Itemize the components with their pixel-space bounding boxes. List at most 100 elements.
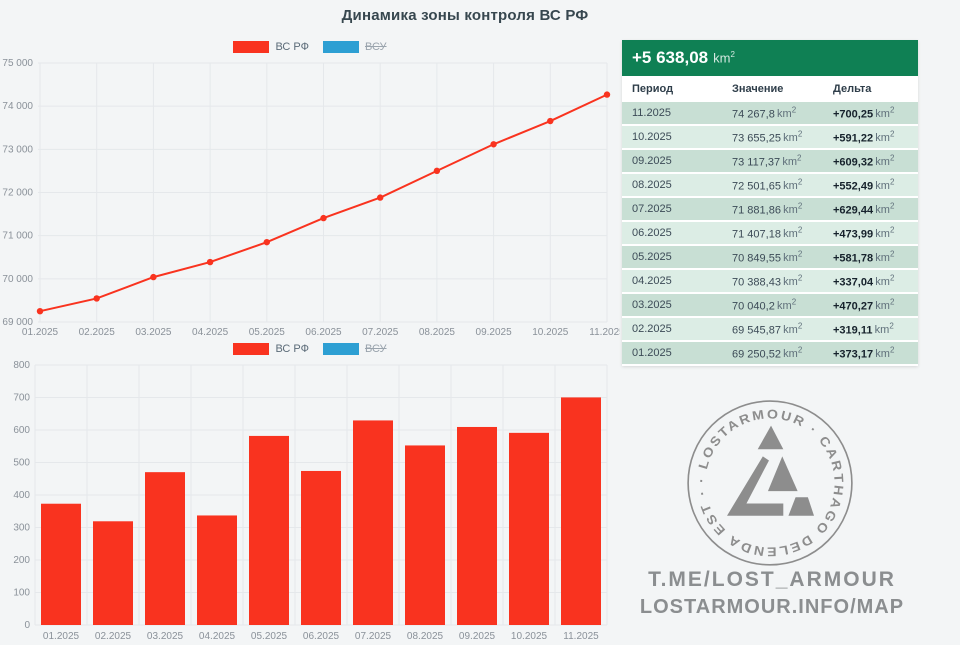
- svg-text:70 000: 70 000: [2, 274, 33, 285]
- svg-text:800: 800: [13, 360, 30, 371]
- svg-text:06.2025: 06.2025: [303, 631, 340, 642]
- value-cell: 70 849,55 km2: [732, 249, 803, 265]
- delta-cell: +470,27 km2: [833, 297, 895, 313]
- legend-label-vsu: ВСУ: [365, 343, 387, 355]
- svg-text:01.2025: 01.2025: [43, 631, 80, 642]
- svg-text:75 000: 75 000: [2, 58, 33, 69]
- table-row: 05.2025 70 849,55 km2 +581,78 km2: [622, 246, 918, 270]
- table-row: 10.2025 73 655,25 km2 +591,22 km2: [622, 126, 918, 150]
- lostarmour-logo-icon: · LOSTARMOUR · CARTHAGO DELENDA EST ·: [687, 400, 853, 566]
- legend-label-vs-rf: ВС РФ: [275, 343, 309, 355]
- table-row: 04.2025 70 388,43 km2 +337,04 km2: [622, 270, 918, 294]
- delta-cell: +552,49 km2: [833, 177, 895, 193]
- legend-item-vs-rf[interactable]: ВС РФ: [233, 343, 309, 355]
- table-row: 07.2025 71 881,86 km2 +629,44 km2: [622, 198, 918, 222]
- svg-text:600: 600: [13, 425, 30, 436]
- svg-text:11.2025: 11.2025: [563, 631, 599, 642]
- svg-text:02.2025: 02.2025: [79, 327, 116, 338]
- value-cell: 71 407,18 km2: [732, 225, 803, 241]
- svg-text:05.2025: 05.2025: [249, 327, 286, 338]
- page-title: Динамика зоны контроля ВС РФ: [341, 7, 589, 24]
- legend-swatch-vsu-icon: [323, 343, 359, 355]
- table-row: 02.2025 69 545,87 km2 +319,11 km2: [622, 318, 918, 342]
- delta-cell: +629,44 km2: [833, 201, 895, 217]
- logo-triangle-icon: [727, 425, 815, 516]
- line-chart: 69 000 70 000 71 000 72 000 73 000 74 000 75 0…: [2, 58, 620, 338]
- delta-cell: +319,11 km2: [833, 321, 894, 337]
- delta-cell: +591,22 km2: [833, 129, 895, 145]
- total-delta-unit: km2: [713, 50, 735, 66]
- period-cell: 02.2025: [632, 323, 672, 335]
- svg-text:01.2025: 01.2025: [22, 327, 59, 338]
- value-cell: 69 545,87 km2: [732, 321, 803, 337]
- legend-swatch-vs-rf-icon: [233, 41, 270, 53]
- svg-text:100: 100: [13, 588, 30, 599]
- svg-text:03.2025: 03.2025: [147, 631, 184, 642]
- legend-swatch-vs-rf-icon: [233, 343, 270, 355]
- bar-chart-legend: ВС РФ ВСУ: [0, 343, 620, 355]
- value-cell: 69 250,52 km2: [732, 345, 803, 361]
- table-row: 01.2025 69 250,52 km2 +373,17 km2: [622, 342, 918, 366]
- telegram-link-text: T.ME/LOST_ARMOUR: [648, 568, 896, 591]
- svg-text:06.2025: 06.2025: [305, 327, 342, 338]
- legend-swatch-vsu-icon: [323, 41, 359, 53]
- period-cell: 08.2025: [632, 179, 672, 191]
- value-cell: 70 388,43 km2: [732, 273, 803, 289]
- table-row: 06.2025 71 407,18 km2 +473,99 km2: [622, 222, 918, 246]
- period-cell: 04.2025: [632, 275, 672, 287]
- svg-text:04.2025: 04.2025: [192, 327, 229, 338]
- bar-chart: 0 100 200 300 400 500 600 700 800 01.2025 02.2025 0…: [13, 360, 608, 642]
- value-cell: 71 881,86 km2: [732, 201, 803, 217]
- period-cell: 10.2025: [632, 131, 672, 143]
- period-cell: 05.2025: [632, 251, 672, 263]
- svg-text:02.2025: 02.2025: [95, 631, 132, 642]
- table-row: 09.2025 73 117,37 km2 +609,32 km2: [622, 150, 918, 174]
- svg-text:72 000: 72 000: [2, 188, 33, 199]
- value-cell: 73 655,25 km2: [732, 129, 803, 145]
- svg-text:11.2025: 11.2025: [589, 327, 620, 338]
- column-header-period: Период: [632, 83, 674, 95]
- total-delta-value: +5 638,08: [632, 48, 709, 67]
- svg-text:0: 0: [24, 620, 30, 631]
- svg-text:07.2025: 07.2025: [362, 327, 399, 338]
- svg-text:05.2025: 05.2025: [251, 631, 288, 642]
- column-header-value: Значение: [732, 83, 784, 95]
- table-header-row: Период Значение Дельта: [622, 76, 918, 102]
- column-header-delta: Дельта: [833, 83, 872, 95]
- value-cell: 72 501,65 km2: [732, 177, 803, 193]
- delta-cell: +473,99 km2: [833, 225, 895, 241]
- legend-label-vsu: ВСУ: [365, 41, 387, 53]
- svg-text:400: 400: [13, 490, 30, 501]
- period-cell: 11.2025: [632, 107, 671, 119]
- svg-text:10.2025: 10.2025: [532, 327, 569, 338]
- legend-item-vsu[interactable]: ВСУ: [323, 343, 387, 355]
- delta-cell: +581,78 km2: [833, 249, 895, 265]
- table-row: 11.2025 74 267,8 km2 +700,25 km2: [622, 102, 918, 126]
- summary-table: +5 638,08 km2 Период Значение Дельта 11.…: [622, 40, 918, 366]
- svg-text:07.2025: 07.2025: [355, 631, 392, 642]
- delta-cell: +609,32 km2: [833, 153, 895, 169]
- svg-text:69 000: 69 000: [2, 317, 33, 328]
- svg-text:04.2025: 04.2025: [199, 631, 236, 642]
- period-cell: 06.2025: [632, 227, 672, 239]
- svg-text:73 000: 73 000: [2, 144, 33, 155]
- svg-text:08.2025: 08.2025: [407, 631, 444, 642]
- table-row: 08.2025 72 501,65 km2 +552,49 km2: [622, 174, 918, 198]
- svg-text:10.2025: 10.2025: [511, 631, 548, 642]
- map-link-text: LOSTARMOUR.INFO/MAP: [639, 596, 905, 618]
- svg-text:09.2025: 09.2025: [476, 327, 513, 338]
- svg-text:03.2025: 03.2025: [135, 327, 172, 338]
- legend-item-vsu[interactable]: ВСУ: [323, 41, 387, 53]
- period-cell: 01.2025: [632, 347, 672, 359]
- period-cell: 09.2025: [632, 155, 672, 167]
- svg-text:09.2025: 09.2025: [459, 631, 496, 642]
- svg-text:71 000: 71 000: [2, 231, 33, 242]
- svg-text:74 000: 74 000: [2, 101, 33, 112]
- value-cell: 74 267,8 km2: [732, 105, 797, 121]
- delta-cell: +337,04 km2: [833, 273, 895, 289]
- delta-cell: +373,17 km2: [833, 345, 895, 361]
- line-chart-legend: ВС РФ ВСУ: [0, 41, 620, 53]
- legend-item-vs-rf[interactable]: ВС РФ: [233, 41, 309, 53]
- value-cell: 70 040,2 km2: [732, 297, 797, 313]
- period-cell: 03.2025: [632, 299, 672, 311]
